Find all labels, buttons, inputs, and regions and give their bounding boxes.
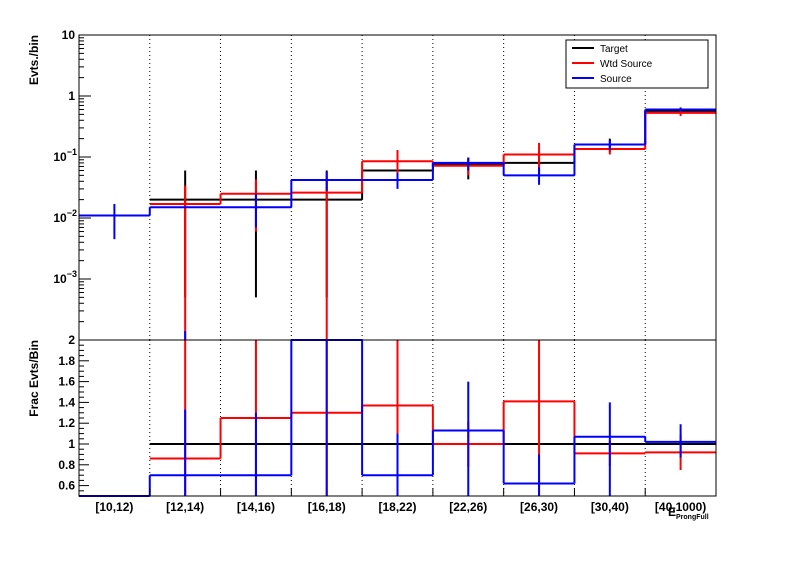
- bottom-y-tick-label: 0.6: [58, 479, 75, 493]
- bottom-y-tick-label: 1.8: [58, 354, 75, 368]
- top-y-tick-label: 10: [62, 28, 76, 42]
- x-axis-label: EProngFull: [668, 505, 709, 521]
- top-y-tick-label: 1: [68, 89, 75, 103]
- top-series: [79, 107, 716, 340]
- bottom-y-tick-label: 2: [68, 333, 75, 347]
- top-y-axis-label: Evts./bin: [27, 35, 41, 85]
- bottom-y-tick-label: 1.6: [58, 375, 75, 389]
- legend: Target Wtd Source Source: [565, 39, 709, 89]
- x-tick-label: [30,40): [591, 500, 629, 514]
- x-tick-label: [14,16): [237, 500, 275, 514]
- x-tick-label: [12,14): [166, 500, 204, 514]
- x-tick-label: [18,22): [378, 500, 416, 514]
- x-tick-label: [26,30): [520, 500, 558, 514]
- legend-label-source: Source: [600, 74, 632, 85]
- bottom-panel: 0.6 0.8 1 1.2 1.4 1.6 1.8 2 Frac Evts/Bin [10,1…: [27, 333, 717, 521]
- x-tick-label: [10,12): [95, 500, 133, 514]
- x-axis-label-subscript: ProngFull: [676, 514, 709, 521]
- legend-label-wtd-source: Wtd Source: [600, 59, 653, 70]
- top-y-tick-exponent: −1: [67, 147, 77, 157]
- bottom-frame: [78, 339, 717, 497]
- bottom-y-axis-label: Frac Evts/Bin: [27, 340, 41, 417]
- bottom-y-tick-label: 1.4: [58, 395, 75, 409]
- legend-label-target: Target: [600, 44, 628, 55]
- top-y-tick-exponent: −3: [67, 269, 77, 279]
- bottom-y-tick-label: 1.2: [58, 416, 75, 430]
- top-y-tick-exponent: −2: [67, 208, 77, 218]
- x-tick-label: [40,1000): [655, 500, 706, 514]
- x-tick-label: [22,26): [449, 500, 487, 514]
- bottom-y-tick-label: 1: [68, 437, 75, 451]
- bottom-y-tick-label: 0.8: [58, 458, 75, 472]
- x-axis: [10,12) [12,14) [14,16) [16,18) [18,22) [22,2…: [78, 488, 717, 514]
- x-axis-label-main: E: [668, 505, 676, 519]
- x-tick-label: [16,18): [308, 500, 346, 514]
